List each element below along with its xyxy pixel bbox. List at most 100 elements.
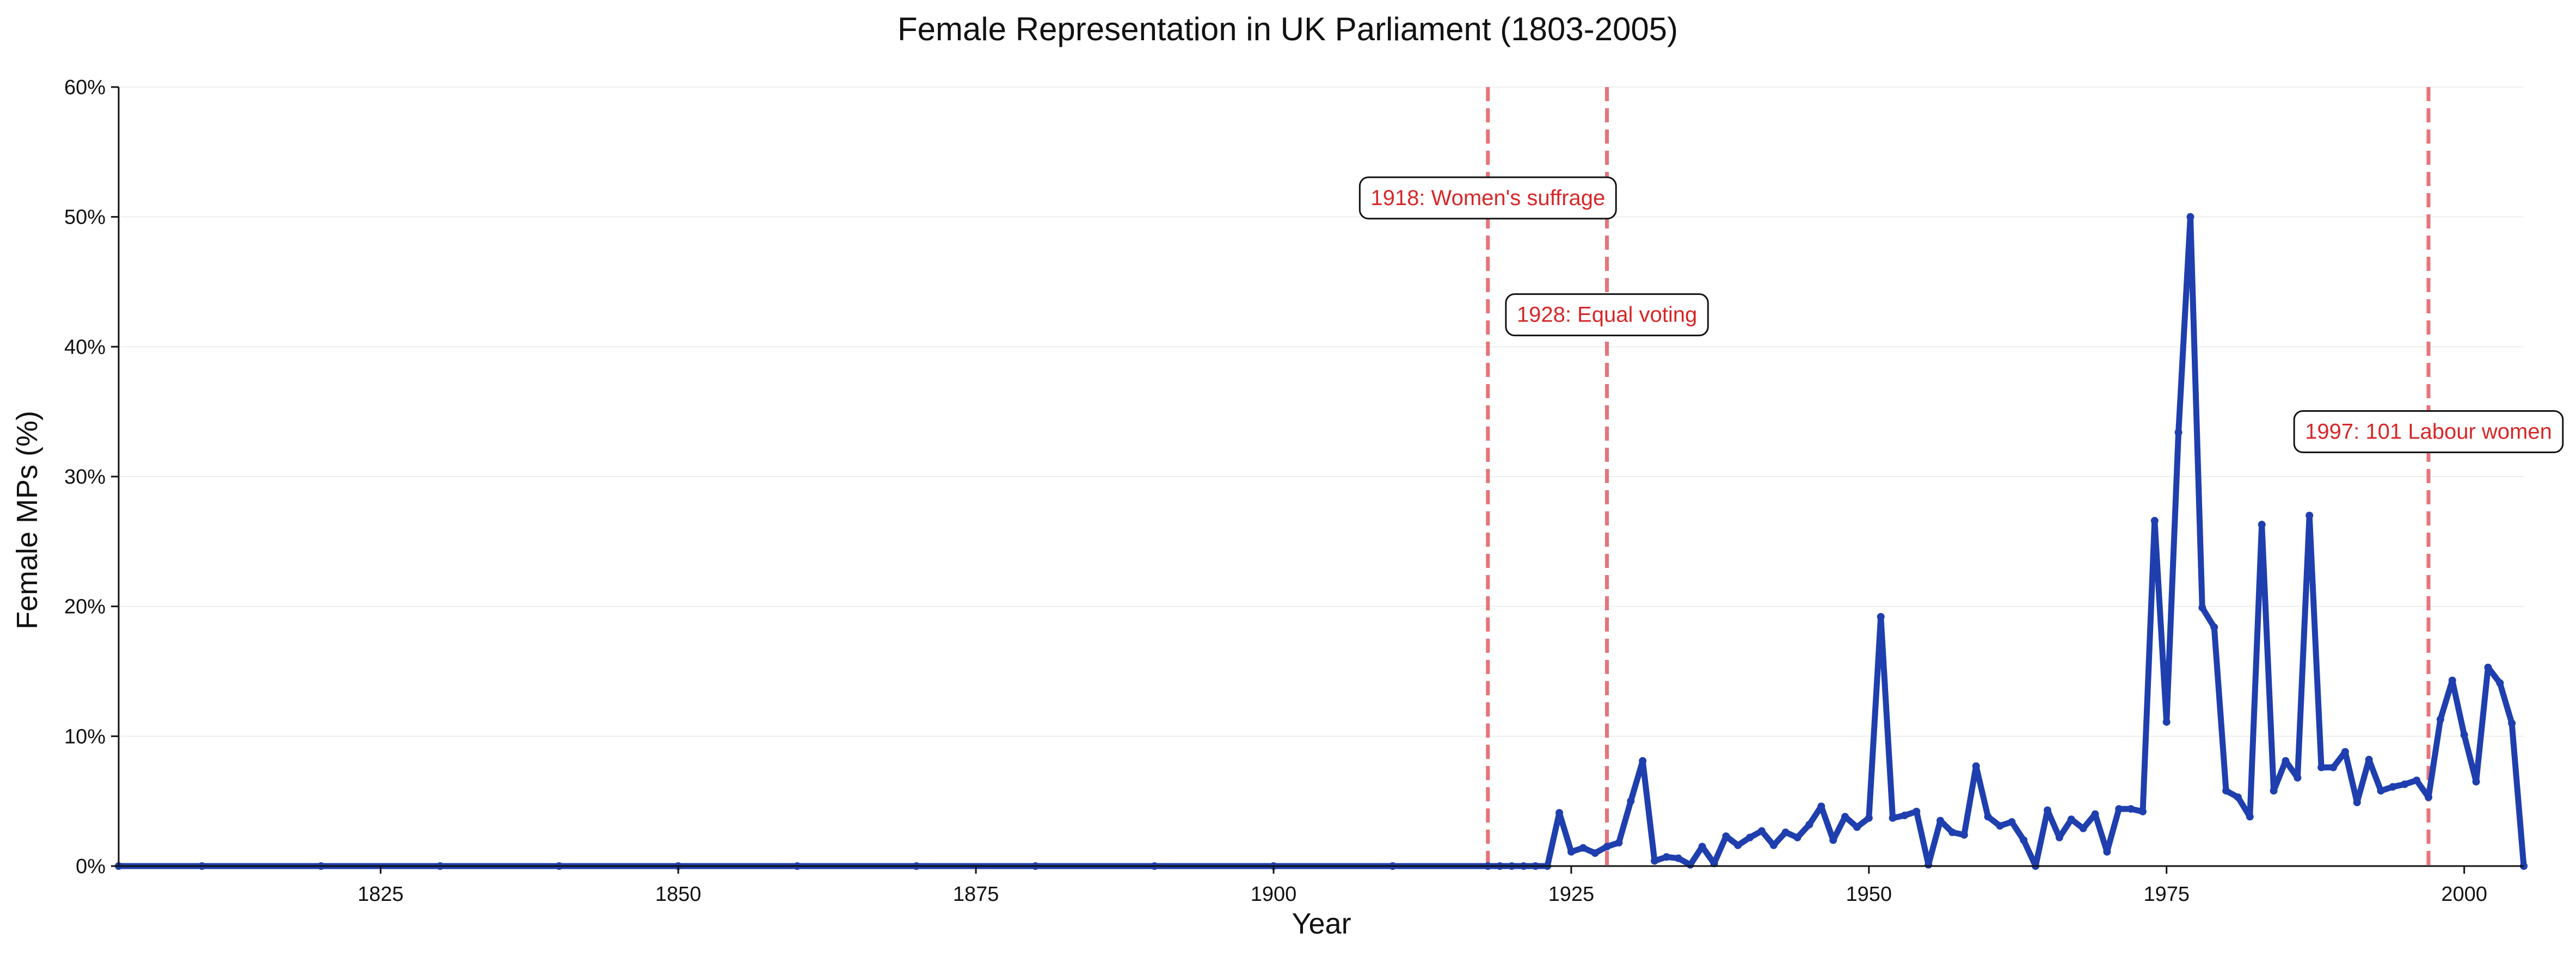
data-point-1977 [2186,213,2194,221]
data-point-1962 [2008,818,2016,826]
annotation-label-1918: 1918: Women's suffrage [1370,186,1605,210]
x-axis-label: Year [1292,907,1351,940]
data-point-1986 [2294,774,2302,782]
data-point-1945 [1805,820,1813,829]
data-point-1934 [1674,854,1682,862]
data-point-1968 [2079,824,2087,832]
data-point-1995 [2401,780,2409,788]
series-line [115,214,2527,869]
annotation-1997: 1997: 101 Labour women [2293,410,2564,453]
data-point-1954 [1913,807,1921,815]
data-point-1969 [2091,810,2099,818]
data-point-2003 [2496,679,2504,687]
data-point-1952 [1889,814,1897,822]
data-point-1982 [2246,813,2254,821]
data-point-1993 [2377,787,2385,795]
data-point-1941 [1757,827,1766,835]
annotation-box-1928 [1505,293,1709,337]
annotation-1918: 1918: Women's suffrage [1358,176,1617,220]
data-point-1926 [1579,844,1587,852]
data-point-1949 [1853,823,1861,831]
annotation-box-1918 [1358,176,1617,220]
annotation-label-1928: 1928: Equal voting [1517,303,1697,327]
data-point-1994 [2389,783,2397,791]
data-point-1939 [1734,841,1742,849]
data-point-1959 [1972,762,1980,770]
chart-title: Female Representation in UK Parliament (… [897,11,1678,47]
x-tick-label-1950: 1950 [1846,883,1892,906]
data-point-1988 [2317,763,2326,771]
data-point-1957 [1948,828,1956,836]
data-point-1946 [1817,802,1825,811]
data-point-1932 [1651,857,1659,865]
data-point-1972 [2127,805,2135,813]
data-point-1942 [1769,841,1778,849]
data-point-1951 [1877,613,1885,621]
data-point-1955 [1925,861,1933,869]
y-tick-label-30: 30% [64,466,106,489]
y-tick-label-60: 60% [64,76,106,99]
x-tick-label-1875: 1875 [953,883,999,906]
data-point-1987 [2306,511,2314,520]
data-point-1935 [1686,861,1694,869]
data-point-1933 [1662,853,1670,861]
data-point-1976 [2174,428,2182,436]
y-tick-label-50: 50% [64,206,106,229]
annotation-1928: 1928: Equal voting [1505,293,1709,337]
data-point-1975 [2162,718,2171,726]
data-point-1974 [2150,517,2159,525]
x-tick-label-1825: 1825 [358,883,404,906]
data-point-1970 [2103,848,2111,856]
annotation-label-1997: 1997: 101 Labour women [2305,419,2552,443]
data-point-1960 [1984,813,1992,821]
data-point-1953 [1901,811,1909,819]
data-point-1997 [2424,793,2432,801]
data-point-1967 [2067,815,2075,824]
data-point-1943 [1781,828,1790,836]
data-point-1991 [2353,799,2361,807]
data-point-1992 [2365,756,2373,764]
data-point-1940 [1746,833,1754,842]
data-point-1948 [1841,813,1849,821]
annotations: 1918: Women's suffrage 1928: Equal voting… [1358,176,2564,453]
data-point-2002 [2484,663,2492,671]
data-point-1931 [1639,757,1647,765]
y-axis-label: Female MPs (%) [11,411,44,629]
data-point-1944 [1793,833,1802,842]
data-point-1971 [2115,805,2123,813]
data-point-1999 [2448,676,2456,684]
data-point-1929 [1615,839,1623,847]
x-tick-label-2000: 2000 [2441,883,2487,906]
data-point-2004 [2508,719,2516,727]
data-point-1925 [1567,848,1575,856]
annotation-box-1997 [2293,410,2564,453]
y-tick-label-40: 40% [64,336,106,359]
y-tick-label-10: 10% [64,725,106,748]
y-tick-label-20: 20% [64,596,106,619]
data-point-1984 [2270,787,2278,795]
data-point-1996 [2413,776,2421,784]
data-point-1983 [2258,521,2266,529]
data-point-1981 [2234,793,2242,801]
data-point-1947 [1829,836,1837,844]
grid-lines [119,86,2524,737]
data-point-2001 [2472,777,2480,786]
data-point-1989 [2329,763,2337,771]
x-tick-label-1900: 1900 [1251,883,1297,906]
data-point-1965 [2043,806,2051,814]
data-point-1936 [1698,843,1706,851]
data-point-1998 [2436,715,2444,724]
data-point-1979 [2210,623,2218,631]
series-layer [115,213,2528,870]
data-point-1938 [1722,832,1730,840]
y-tick-label-0: 0% [76,855,106,878]
data-point-1950 [1865,814,1873,822]
data-point-1990 [2341,747,2349,756]
data-point-1958 [1960,831,1968,839]
data-point-1956 [1936,817,1945,825]
axes: 0% 10% 20% 30% 40% 50% 60% 1825 1850 1875 1900 1925… [64,76,2524,906]
x-tick-label-1925: 1925 [1548,883,1595,906]
x-tick-label-1850: 1850 [655,883,702,906]
